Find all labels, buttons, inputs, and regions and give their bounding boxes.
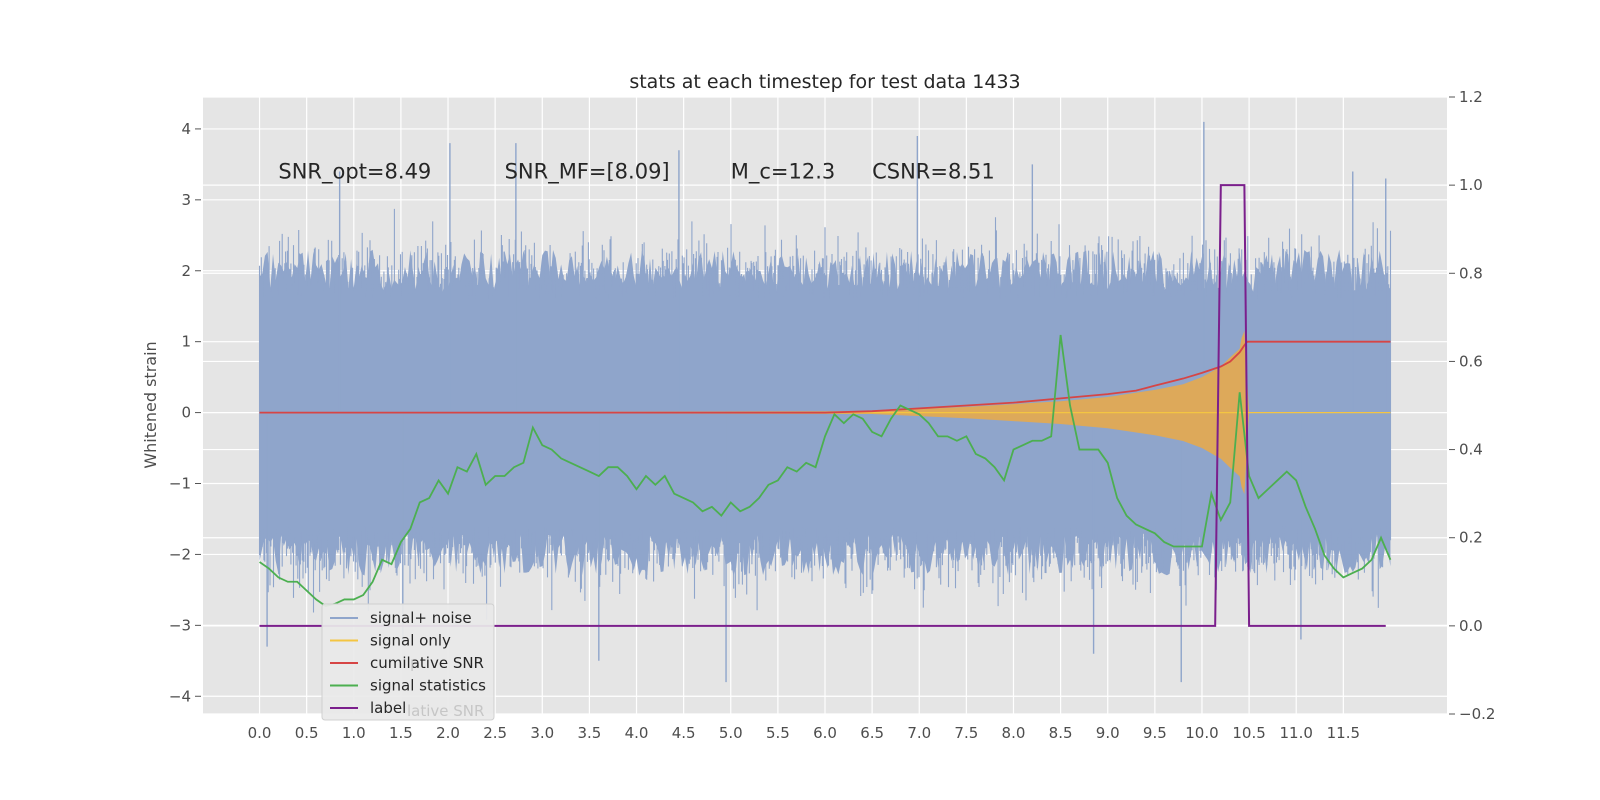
legend-ghost-text-1: l — [410, 657, 414, 675]
annotations: SNR_opt=8.49 SNR_MF=[8.09] M_c=12.3 CSNR=8.… — [278, 160, 994, 185]
y-right-tick-label: 0.0 — [1459, 617, 1483, 635]
x-tick-label: 10.5 — [1232, 724, 1265, 742]
y-tick-label: −2 — [169, 545, 191, 563]
axes: 0.0 0.5 1.0 1.5 2.0 2.5 3.0 3.5 4.0 4.5 5.0 5.5 6.0 6… — [169, 88, 1496, 742]
x-tick-label: 0.5 — [295, 724, 319, 742]
legend-label: signal+ noise — [370, 609, 472, 627]
y-tick-label: 3 — [181, 191, 191, 209]
x-tick-label: 7.0 — [907, 724, 931, 742]
annotation-3: CSNR=8.51 — [872, 160, 995, 184]
y-tick-label: −4 — [169, 687, 191, 705]
y-tick-label: 4 — [181, 120, 191, 138]
legend-label: label — [370, 699, 406, 717]
x-tick-label: 4.0 — [625, 724, 649, 742]
label-line — [259, 184, 1386, 627]
x-tick-label: 11.5 — [1327, 724, 1360, 742]
x-tick-label: 3.5 — [577, 724, 601, 742]
x-tick-label: 1.0 — [342, 724, 366, 742]
x-tick-label: 6.5 — [860, 724, 884, 742]
legend-label: cumilative SNR — [370, 654, 484, 672]
y-tick-label: 1 — [181, 333, 191, 351]
x-tick-label: 6.0 — [813, 724, 837, 742]
x-tick-label: 9.0 — [1096, 724, 1120, 742]
x-tick-label: 8.0 — [1002, 724, 1026, 742]
legend-ghost-text-2: lative SNR — [407, 702, 484, 720]
y-right-tick-label: 0.2 — [1459, 529, 1483, 547]
x-tick-label: 2.0 — [436, 724, 460, 742]
y-tick-label: −3 — [169, 616, 191, 634]
y-right-tick-label: 0.4 — [1459, 441, 1483, 459]
x-tick-label: 0.0 — [248, 724, 272, 742]
y-tick-label: 2 — [181, 262, 191, 280]
x-tick-label: 7.5 — [954, 724, 978, 742]
y-right-tick-label: 1.2 — [1459, 88, 1483, 106]
x-tick-label: 10.0 — [1185, 724, 1218, 742]
y-right-tick-label: −0.2 — [1459, 705, 1495, 723]
x-tick-label: 5.0 — [719, 724, 743, 742]
annotation-1: SNR_MF=[8.09] — [505, 160, 670, 185]
x-tick-label: 5.5 — [766, 724, 790, 742]
x-tick-label: 9.5 — [1143, 724, 1167, 742]
x-tick-label: 1.5 — [389, 724, 413, 742]
chart-title: stats at each timestep for test data 143… — [629, 71, 1020, 93]
y-right-tick-label: 0.6 — [1459, 352, 1483, 370]
x-tick-label: 8.5 — [1049, 724, 1073, 742]
y-tick-label: −1 — [169, 475, 191, 493]
y-tick-label: 0 — [181, 404, 191, 422]
legend-label: signal only — [370, 632, 451, 650]
legend-label: signal statistics — [370, 677, 486, 695]
annotation-0: SNR_opt=8.49 — [278, 160, 431, 185]
x-tick-label: 2.5 — [483, 724, 507, 742]
series-signal-statistics — [259, 334, 1392, 607]
y-right-tick-label: 1.0 — [1459, 176, 1483, 194]
series-label — [259, 184, 1386, 627]
legend-box — [321, 603, 495, 721]
legend: signal+ noise signal only cumilative SNR si… — [321, 603, 495, 721]
y-axis-label: Whitened strain — [141, 341, 160, 468]
series-cumulative-snr — [259, 340, 1391, 414]
y-right-tick-label: 0.8 — [1459, 264, 1483, 282]
x-tick-label: 11.0 — [1280, 724, 1313, 742]
signal-statistics-line — [259, 334, 1392, 607]
cumulative-snr-line — [259, 340, 1391, 414]
annotation-2: M_c=12.3 — [731, 160, 836, 185]
x-tick-label: 3.0 — [530, 724, 554, 742]
x-tick-label: 4.5 — [672, 724, 696, 742]
